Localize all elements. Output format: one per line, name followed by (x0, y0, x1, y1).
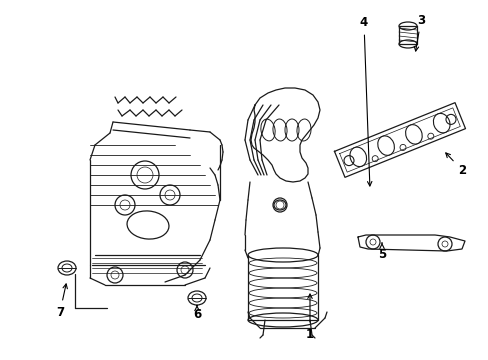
Text: 7: 7 (56, 284, 67, 319)
Text: 1: 1 (305, 294, 313, 341)
Text: 6: 6 (192, 306, 201, 321)
Text: 2: 2 (445, 153, 465, 176)
Text: 4: 4 (359, 17, 371, 186)
Text: 5: 5 (377, 243, 386, 261)
Text: 3: 3 (413, 13, 424, 51)
